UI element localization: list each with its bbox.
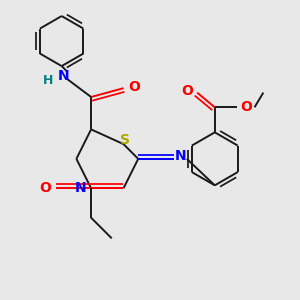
Text: N: N: [175, 149, 187, 163]
Text: S: S: [120, 133, 130, 147]
Text: O: O: [181, 84, 193, 98]
Text: O: O: [240, 100, 252, 114]
Text: N: N: [57, 69, 69, 83]
Text: O: O: [40, 181, 51, 195]
Text: O: O: [128, 80, 140, 94]
Text: N: N: [75, 181, 87, 195]
Text: H: H: [43, 74, 54, 87]
